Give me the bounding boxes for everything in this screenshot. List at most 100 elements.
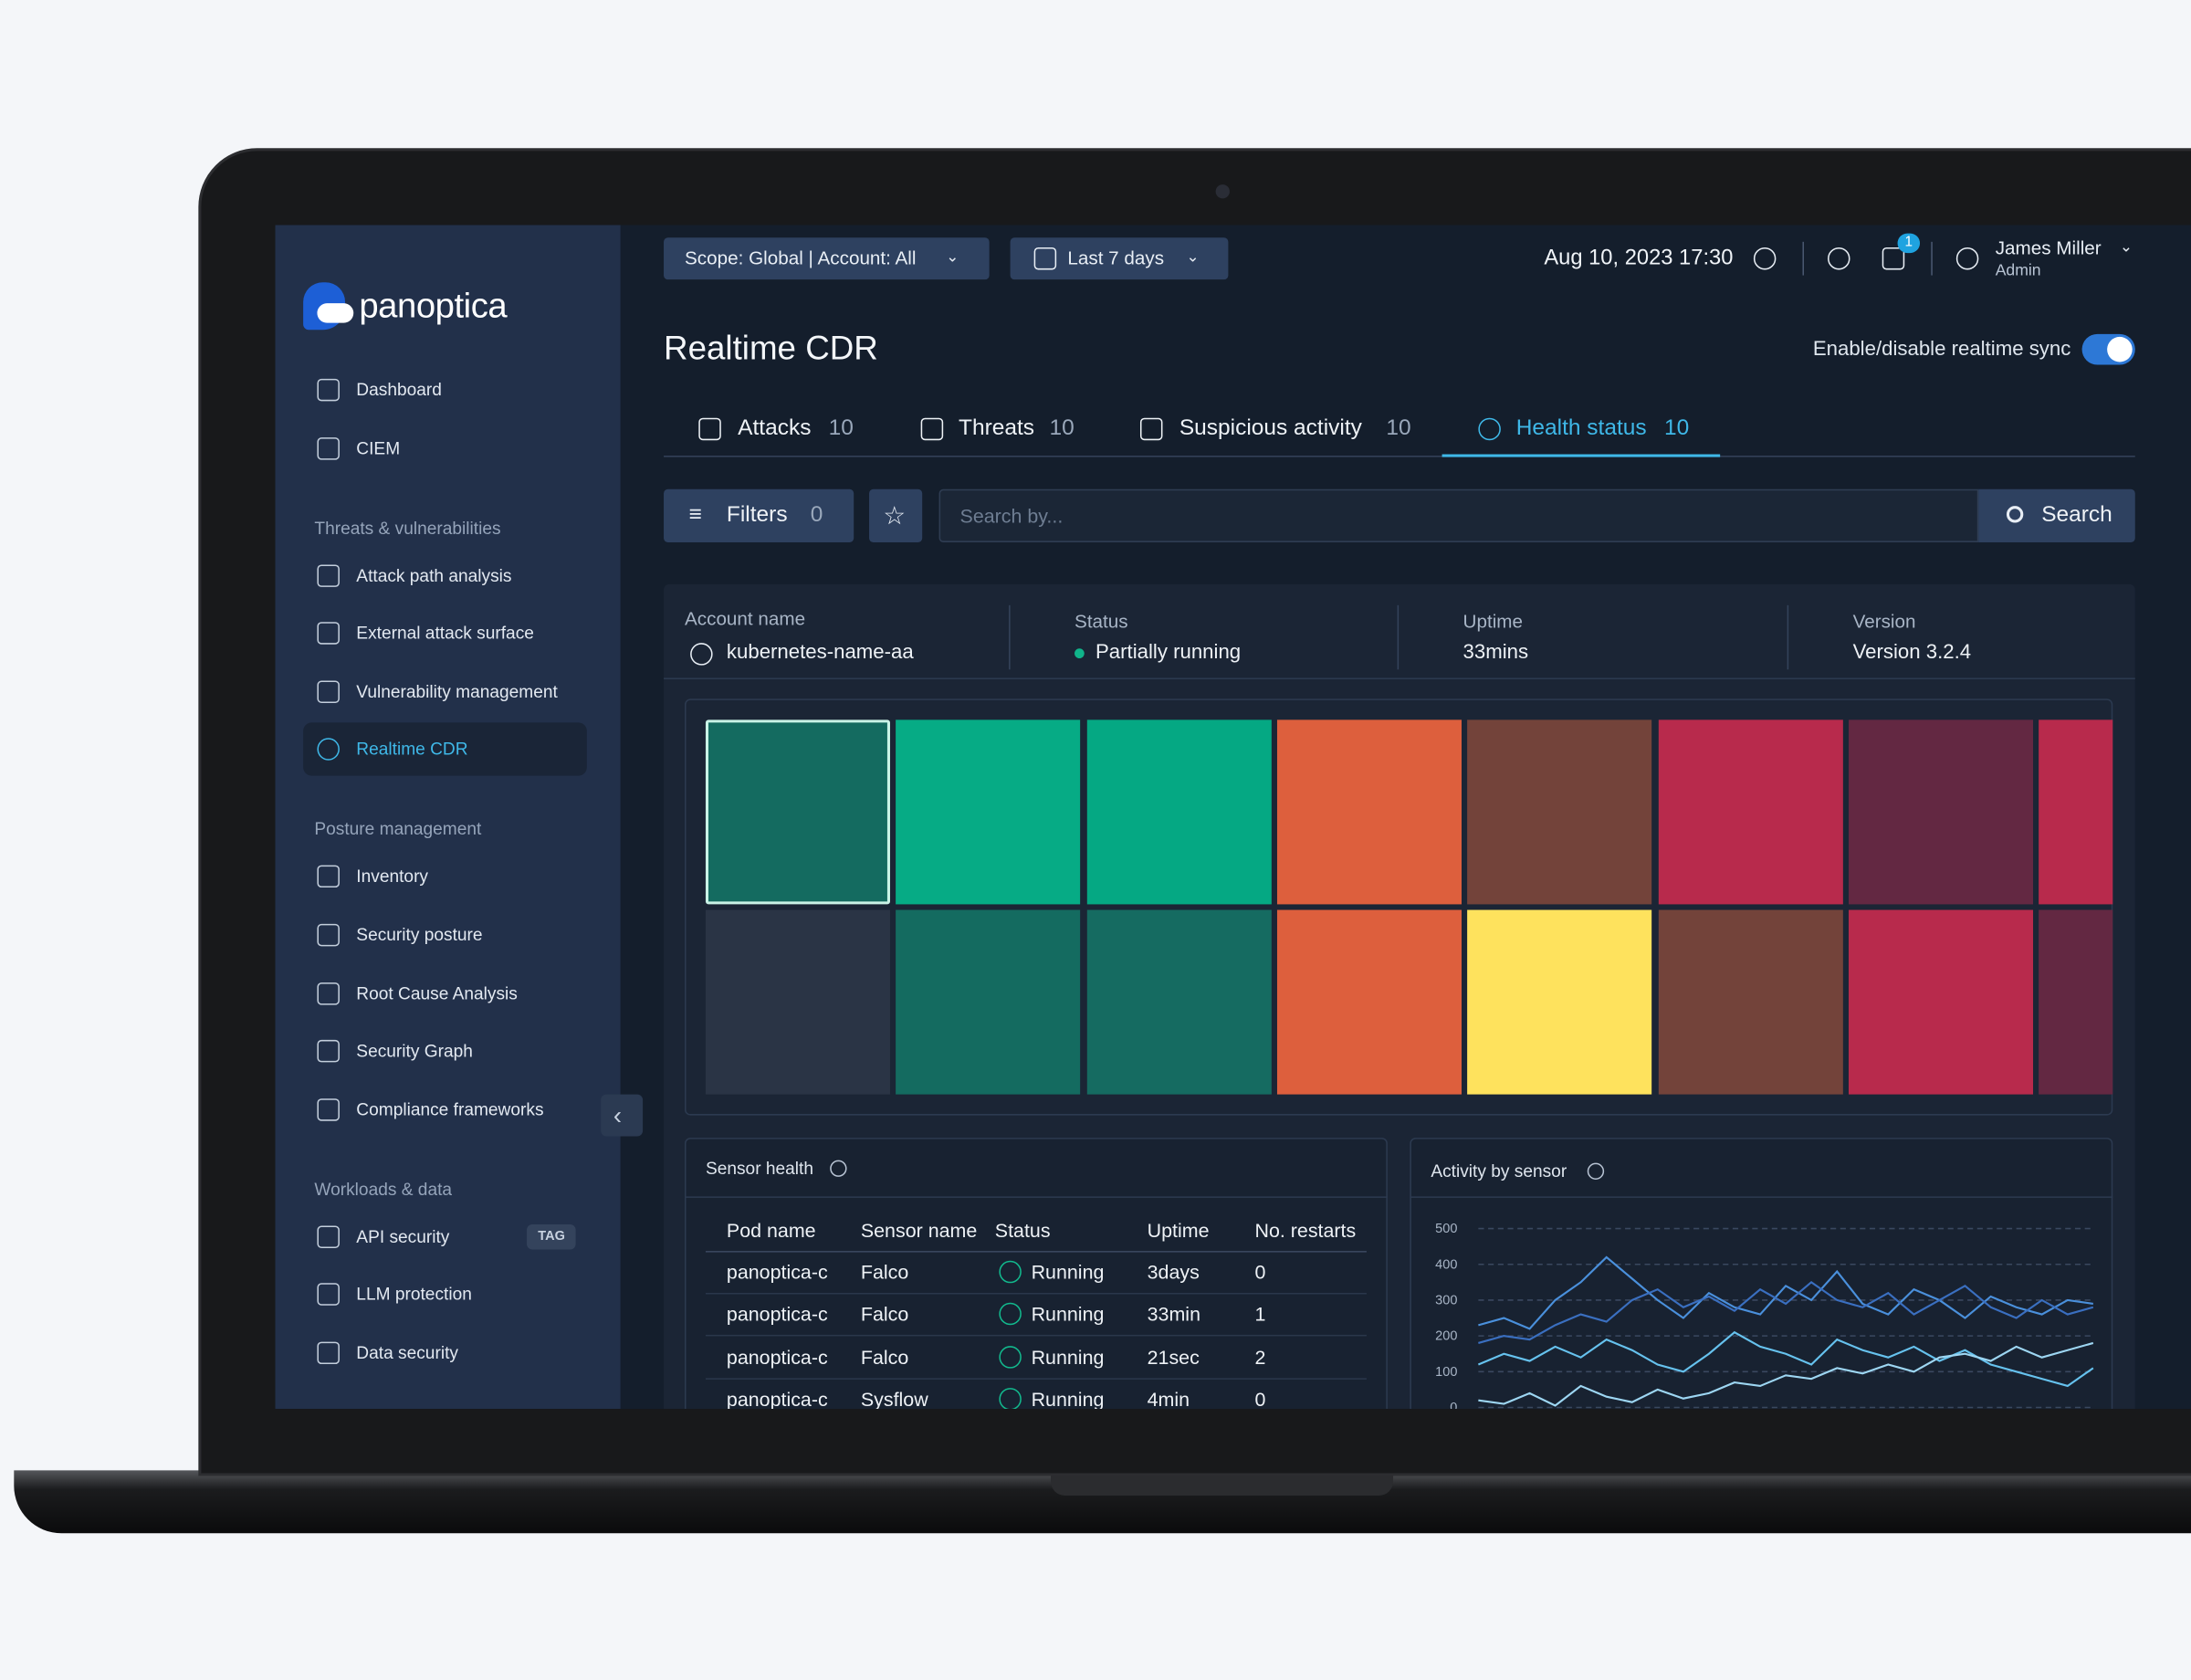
table-line bbox=[705, 1335, 1367, 1337]
page-title: Realtime CDR bbox=[664, 330, 878, 368]
filters-button[interactable]: ≡ Filters 0 bbox=[664, 488, 854, 542]
tab-label[interactable]: Suspicious activity bbox=[1179, 416, 1362, 441]
nav-label: Realtime CDR bbox=[356, 740, 468, 760]
nav-label: CIEM bbox=[356, 438, 401, 458]
icon[interactable] bbox=[920, 417, 944, 441]
heatmap-tile[interactable] bbox=[2039, 909, 2113, 1095]
table-cell: Sysflow bbox=[860, 1387, 928, 1410]
icon[interactable] bbox=[698, 417, 721, 441]
y-tick-label: 400 bbox=[1435, 1257, 1457, 1272]
icon[interactable] bbox=[1828, 247, 1850, 270]
heatmap-tile[interactable] bbox=[2039, 719, 2113, 905]
nav-section-title: Posture management bbox=[314, 819, 482, 840]
icon[interactable] bbox=[1478, 417, 1501, 441]
table-line bbox=[705, 1377, 1367, 1380]
table-cell: 0 bbox=[1254, 1387, 1266, 1410]
activity-panel bbox=[1410, 1138, 2113, 1410]
heatmap-tile[interactable] bbox=[1658, 909, 1843, 1095]
heatmap-tile[interactable] bbox=[1658, 719, 1843, 905]
search-button[interactable]: Search bbox=[1978, 488, 2135, 542]
heatmap-tile[interactable] bbox=[705, 909, 890, 1095]
logo: panoptica bbox=[359, 286, 508, 326]
nav-item[interactable]: Security posture bbox=[303, 908, 587, 961]
table-cell: 21sec bbox=[1147, 1345, 1200, 1369]
divider bbox=[1802, 241, 1805, 276]
icon[interactable] bbox=[1753, 247, 1777, 270]
filters-label: Filters bbox=[726, 503, 788, 528]
star: ☆ bbox=[883, 501, 907, 530]
info-icon bbox=[1587, 1162, 1605, 1180]
nav-item[interactable]: LLM protection bbox=[303, 1268, 587, 1321]
filters-count: 0 bbox=[810, 503, 823, 528]
heatmap-tile[interactable] bbox=[1848, 719, 2033, 905]
series-line bbox=[1478, 1341, 2094, 1407]
nav-item[interactable]: Realtime CDR bbox=[303, 723, 587, 777]
icon bbox=[317, 378, 340, 402]
panel-title: Sensor health bbox=[705, 1159, 814, 1179]
icon bbox=[690, 643, 713, 666]
heatmap-tile[interactable] bbox=[1467, 909, 1652, 1095]
nav-item[interactable]: Vulnerability management bbox=[303, 665, 587, 718]
heatmap-tile[interactable] bbox=[896, 719, 1081, 905]
scope-label: Scope: Global | Account: All bbox=[684, 247, 917, 268]
heatmap-tile[interactable] bbox=[896, 909, 1081, 1095]
y-tick-label: 0 bbox=[1450, 1401, 1457, 1409]
collapse-chevron: ‹ bbox=[613, 1101, 623, 1129]
tab-count: 10 bbox=[1049, 416, 1075, 441]
table-header: Uptime bbox=[1147, 1218, 1210, 1242]
scope-button[interactable]: Scope: Global | Account: All ⌄ bbox=[664, 237, 990, 280]
icon[interactable] bbox=[1882, 247, 1905, 270]
tab-underline bbox=[1441, 454, 1721, 457]
series-line bbox=[1478, 1281, 2094, 1344]
summary-value: kubernetes-name-aa bbox=[726, 641, 914, 665]
tab-label[interactable]: Threats bbox=[958, 416, 1035, 441]
nav-badge: TAG bbox=[527, 1223, 577, 1250]
tab-label[interactable]: Attacks bbox=[738, 416, 812, 441]
nav-item[interactable]: CIEM bbox=[303, 422, 587, 475]
nav-item[interactable]: Security Graph bbox=[303, 1024, 587, 1077]
heatmap-tile[interactable] bbox=[1276, 719, 1462, 905]
sync-toggle[interactable] bbox=[2081, 333, 2135, 365]
nav-label: Data security bbox=[356, 1343, 458, 1363]
search-input[interactable]: Search by... bbox=[938, 488, 1979, 542]
heatmap-tile[interactable] bbox=[1086, 909, 1272, 1095]
table-line bbox=[705, 1292, 1367, 1295]
heatmap-tile[interactable] bbox=[1467, 719, 1652, 905]
nav-item[interactable]: Dashboard bbox=[303, 363, 587, 416]
nav-item[interactable]: Attack path analysis bbox=[303, 549, 587, 602]
nav-section-title: Threats & vulnerabilities bbox=[314, 518, 501, 538]
nav-item[interactable]: Data security bbox=[303, 1327, 587, 1380]
table-line bbox=[705, 1251, 1367, 1253]
favorites-button[interactable]: ☆ bbox=[869, 488, 923, 542]
table-cell: 4min bbox=[1147, 1387, 1190, 1410]
collapse-button[interactable]: ‹ bbox=[601, 1094, 644, 1137]
table-cell: Falco bbox=[860, 1260, 909, 1284]
heatmap-tile[interactable] bbox=[1086, 719, 1272, 905]
nav-item[interactable]: API security TAG bbox=[303, 1210, 587, 1263]
heatmap-tile[interactable] bbox=[705, 719, 890, 905]
table-header: No. restarts bbox=[1254, 1218, 1357, 1242]
nav-label: Security Graph bbox=[356, 1041, 473, 1062]
heatmap-frame bbox=[684, 698, 2113, 1116]
y-tick-label: 100 bbox=[1435, 1365, 1457, 1380]
icon[interactable] bbox=[1139, 417, 1163, 441]
nav-item[interactable]: Inventory bbox=[303, 850, 587, 903]
table-cell: Running bbox=[1031, 1387, 1105, 1410]
nav-item[interactable]: Compliance frameworks bbox=[303, 1083, 587, 1136]
nav-item[interactable]: Root Cause Analysis bbox=[303, 967, 587, 1020]
date-range-button[interactable]: Last 7 days ⌄ bbox=[1010, 237, 1229, 280]
search-placeholder: Search by... bbox=[959, 504, 1064, 528]
icon bbox=[317, 1283, 340, 1307]
panel-divider bbox=[684, 1196, 1388, 1198]
nav-label: Security posture bbox=[356, 925, 483, 945]
heatmap-tile[interactable] bbox=[1276, 909, 1462, 1095]
summary-value: 33mins bbox=[1462, 641, 1529, 665]
heatmap-tile[interactable] bbox=[1848, 909, 2033, 1095]
nav-item[interactable]: External attack surface bbox=[303, 607, 587, 660]
tab-label[interactable]: Health status bbox=[1515, 416, 1647, 441]
user-name[interactable]: James Miller bbox=[1995, 237, 2102, 259]
icon bbox=[317, 1097, 340, 1121]
date-range-label: Last 7 days bbox=[1067, 247, 1165, 268]
sidebar: panoptica Dashboard CIEM Threats & vulnerab… bbox=[275, 225, 621, 1410]
